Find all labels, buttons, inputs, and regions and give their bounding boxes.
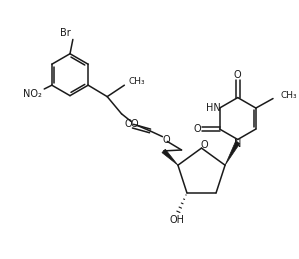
- Text: NO₂: NO₂: [23, 89, 42, 99]
- Text: N: N: [234, 139, 241, 149]
- Polygon shape: [162, 149, 178, 165]
- Text: O: O: [234, 70, 242, 80]
- Text: OH: OH: [170, 215, 185, 225]
- Text: O: O: [162, 135, 170, 146]
- Text: O: O: [201, 140, 208, 150]
- Text: O: O: [130, 119, 138, 129]
- Text: CH₃: CH₃: [281, 91, 297, 100]
- Polygon shape: [225, 141, 240, 165]
- Text: O: O: [124, 119, 132, 129]
- Text: CH₃: CH₃: [128, 77, 145, 86]
- Text: O: O: [194, 124, 202, 134]
- Text: HN: HN: [205, 103, 220, 113]
- Text: Br: Br: [60, 28, 71, 38]
